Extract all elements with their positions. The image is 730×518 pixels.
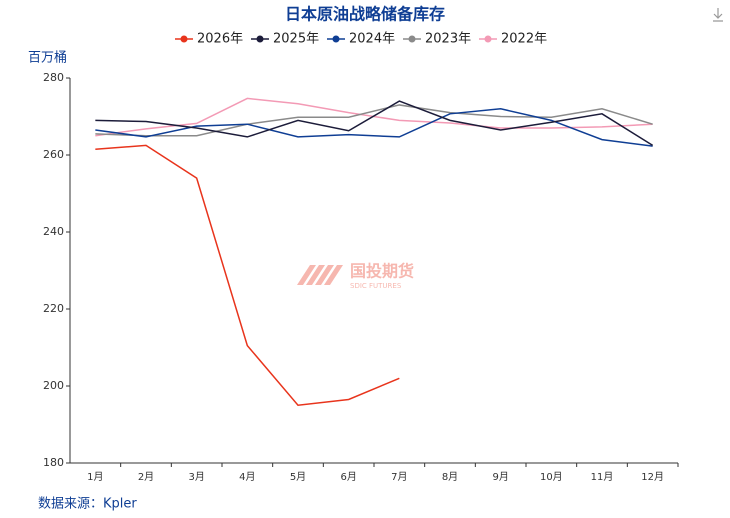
- series-line: [95, 144, 400, 407]
- x-tick-label: 10月: [540, 471, 563, 483]
- y-tick-label: 280: [43, 71, 64, 84]
- legend-marker: [256, 35, 264, 43]
- watermark-logo: [297, 265, 343, 285]
- y-axis-label: 百万桶: [28, 51, 67, 66]
- legend-marker: [332, 35, 340, 43]
- x-tick-label: 8月: [442, 471, 458, 483]
- watermark-subtext: SDIC FUTURES: [350, 282, 402, 290]
- y-tick-label: 260: [43, 148, 64, 161]
- watermark: 国投期货 SDIC FUTURES: [297, 262, 414, 290]
- legend-marker: [408, 35, 416, 43]
- x-tick-label: 6月: [340, 471, 356, 483]
- x-tick-label: 9月: [492, 471, 508, 483]
- legend-label: 2025年: [273, 32, 319, 47]
- series-line: [95, 104, 653, 137]
- x-tick-label: 4月: [239, 471, 255, 483]
- legend-label: 2026年: [197, 32, 243, 47]
- source: 数据来源：Kpler: [38, 497, 137, 512]
- x-tick-label: 2月: [138, 471, 154, 483]
- chart-title: 日本原油战略储备库存: [285, 5, 445, 24]
- x-tick-label: 11月: [591, 471, 614, 483]
- x-tick-label: 7月: [391, 471, 407, 483]
- y-tick-label: 180: [43, 456, 64, 469]
- x-tick-label: 3月: [188, 471, 204, 483]
- legend-label: 2022年: [501, 32, 547, 47]
- series-line: [95, 108, 653, 147]
- series-line: [95, 100, 654, 147]
- legend-marker: [180, 35, 188, 43]
- legend-label: 2024年: [349, 32, 395, 47]
- watermark-text: 国投期货: [350, 262, 414, 281]
- x-tick-label: 5月: [290, 471, 306, 483]
- y-tick-label: 240: [43, 225, 64, 238]
- y-tick-label: 220: [43, 302, 64, 315]
- legend-marker: [484, 35, 492, 43]
- download-icon[interactable]: [713, 8, 723, 22]
- legend-label: 2023年: [425, 32, 471, 47]
- x-tick-label: 1月: [87, 471, 103, 483]
- x-tick-label: 12月: [641, 471, 664, 483]
- y-tick-label: 200: [43, 379, 64, 392]
